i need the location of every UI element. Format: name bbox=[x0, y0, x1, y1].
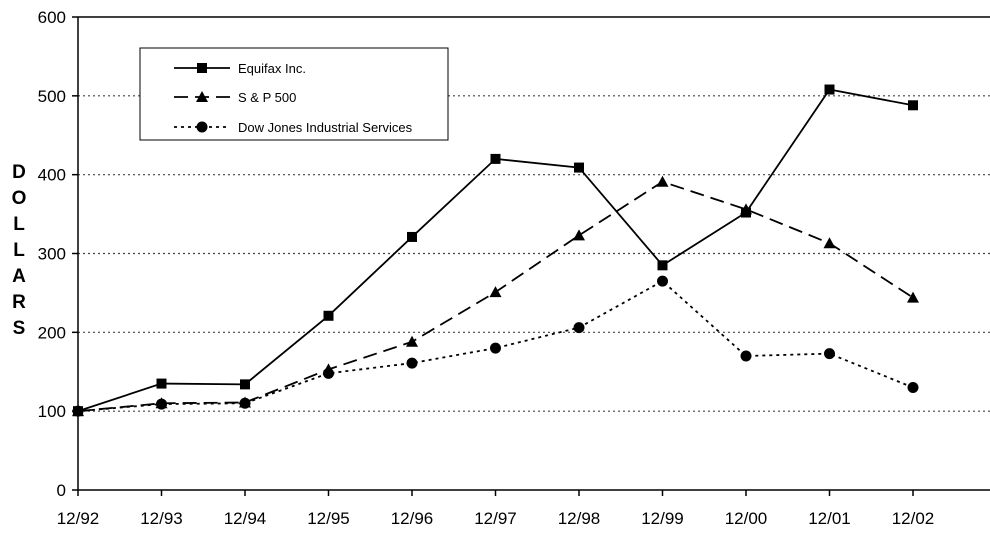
data-point bbox=[323, 310, 334, 321]
data-point bbox=[740, 350, 752, 362]
data-point bbox=[156, 378, 167, 389]
data-point bbox=[323, 367, 334, 379]
y-tick-label: 400 bbox=[38, 166, 66, 185]
data-point bbox=[657, 260, 668, 271]
legend-marker bbox=[196, 91, 208, 102]
y-tick-label: 600 bbox=[38, 8, 66, 27]
data-point bbox=[490, 342, 501, 354]
x-tick-label: 12/97 bbox=[474, 509, 517, 528]
data-point bbox=[574, 162, 584, 173]
x-tick-label: 12/01 bbox=[808, 509, 851, 528]
y-axis-label-letter: A bbox=[12, 266, 26, 287]
y-axis-label-letter: L bbox=[13, 214, 25, 235]
x-tick-label: 12/96 bbox=[391, 509, 434, 528]
data-point bbox=[490, 153, 501, 164]
data-point bbox=[573, 322, 585, 334]
data-point bbox=[239, 397, 251, 409]
y-tick-label: 200 bbox=[38, 323, 66, 342]
y-tick-label: 300 bbox=[38, 245, 66, 264]
data-point bbox=[489, 286, 502, 298]
x-tick-label: 12/00 bbox=[725, 509, 768, 528]
y-tick-labels: 0 100 200 300 400 500 600 bbox=[38, 8, 66, 500]
data-point bbox=[824, 348, 835, 360]
data-point bbox=[824, 84, 835, 95]
legend-label: Dow Jones Industrial Services bbox=[238, 120, 413, 135]
data-point bbox=[240, 379, 250, 390]
y-axis-label-letter: S bbox=[13, 318, 26, 339]
data-point bbox=[406, 357, 418, 369]
y-axis-label-letter: O bbox=[12, 188, 27, 209]
data-point bbox=[907, 291, 919, 303]
series bbox=[72, 84, 919, 417]
y-tick-label: 500 bbox=[38, 87, 66, 106]
x-tick-label: 12/93 bbox=[140, 509, 183, 528]
data-point bbox=[908, 100, 918, 111]
x-tick-label: 12/92 bbox=[57, 509, 100, 528]
x-tick-label: 12/95 bbox=[307, 509, 350, 528]
x-tick-labels: 12/92 12/93 12/94 12/95 12/96 12/97 12/98 12/99… bbox=[57, 509, 935, 528]
data-point bbox=[406, 335, 418, 347]
x-tick-label: 12/02 bbox=[892, 509, 935, 528]
data-point bbox=[407, 231, 417, 242]
x-tick-label: 12/98 bbox=[558, 509, 601, 528]
y-tick-label: 0 bbox=[57, 481, 66, 500]
data-point bbox=[657, 275, 668, 287]
legend: Equifax Inc. S & P 500 Dow Jones Industria… bbox=[139, 47, 449, 141]
legend-marker bbox=[196, 121, 208, 133]
y-axis-label-letter: L bbox=[13, 240, 25, 261]
x-tick-label: 12/99 bbox=[641, 509, 684, 528]
data-point bbox=[573, 229, 585, 241]
data-point bbox=[907, 382, 919, 394]
legend-marker bbox=[197, 63, 207, 73]
x-tick-label: 12/94 bbox=[224, 509, 267, 528]
data-point bbox=[823, 237, 836, 249]
data-point bbox=[72, 405, 84, 417]
data-point bbox=[656, 175, 669, 187]
series-2 bbox=[72, 275, 919, 417]
series-1 bbox=[72, 175, 919, 417]
y-axis-label-letter: D bbox=[12, 162, 26, 183]
y-tick-label: 100 bbox=[38, 402, 66, 421]
legend-label: S & P 500 bbox=[238, 90, 296, 105]
axes bbox=[72, 16, 990, 496]
data-point bbox=[740, 203, 752, 215]
y-axis-label-letter: R bbox=[12, 292, 26, 313]
legend-box bbox=[139, 47, 449, 141]
data-point bbox=[156, 398, 167, 410]
legend-label: Equifax Inc. bbox=[238, 61, 306, 76]
